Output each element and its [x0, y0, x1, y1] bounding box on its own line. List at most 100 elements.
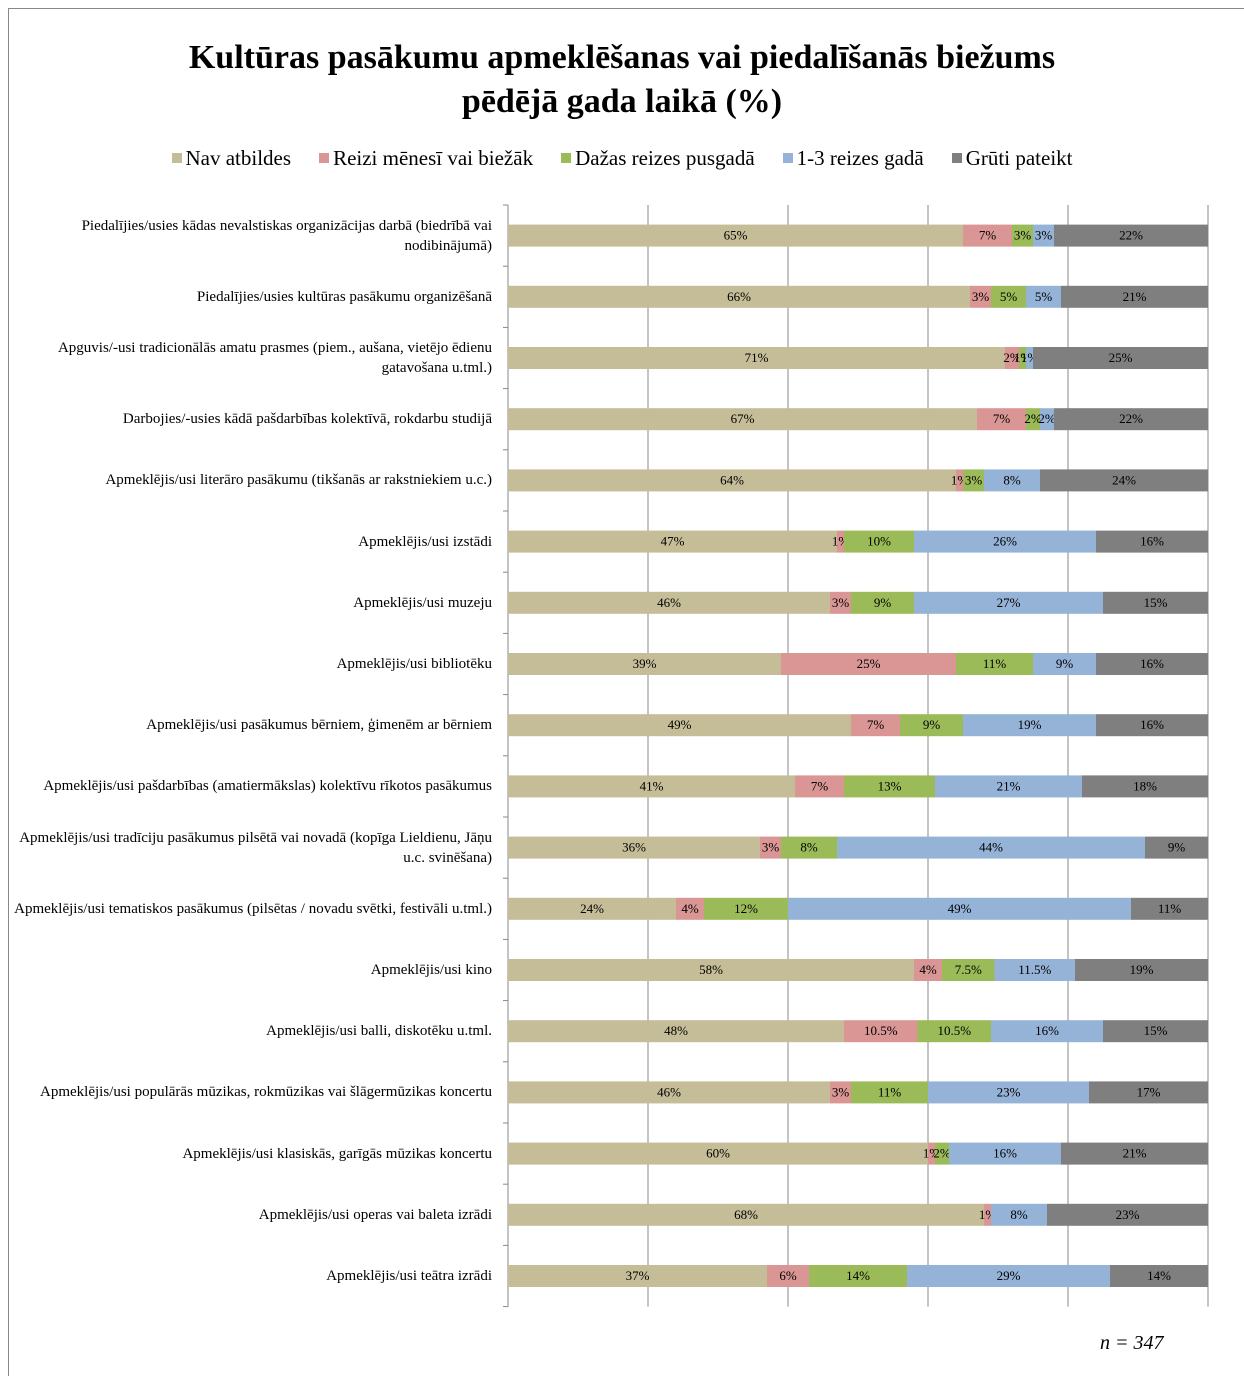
data-label: 22% [1119, 228, 1143, 243]
bar-segment [984, 469, 1040, 492]
legend: Nav atbildes Reizi mēnesī vai biežāk Dažas… [0, 146, 1244, 171]
frame [8, 8, 1244, 1376]
bar-segment [1096, 530, 1208, 553]
data-label: 15% [1144, 1023, 1168, 1038]
data-label: 66% [727, 289, 751, 304]
bar-segment [781, 836, 837, 859]
data-label: 36% [622, 840, 646, 855]
category-label: Apmeklējis/usi populārās mūzikas, rokmūz… [40, 1084, 492, 1101]
data-label: 4% [681, 901, 699, 916]
legend-swatch [951, 153, 962, 164]
bar-segment [508, 653, 781, 675]
data-label: 17% [1137, 1084, 1161, 1099]
bar-segment [1145, 836, 1208, 859]
category-label: Apmeklējis/usi pašdarbības (amatiermāksl… [43, 778, 492, 795]
data-label: 10.5% [864, 1023, 898, 1038]
bar-segment [1033, 347, 1208, 369]
bar-segment [984, 1203, 991, 1226]
bar-segment [917, 1020, 991, 1043]
data-label: 19% [1130, 962, 1154, 977]
bar-segment [935, 1142, 949, 1165]
data-label: 5% [1000, 289, 1018, 304]
data-label: 37% [626, 1268, 650, 1283]
data-label: 19% [1018, 717, 1042, 732]
bar-segment [991, 285, 1026, 308]
bar-segment [1054, 224, 1208, 247]
data-label: 3% [832, 595, 850, 610]
bar-segment [788, 897, 1131, 920]
data-label: 18% [1133, 778, 1157, 793]
data-label: 25% [1109, 350, 1133, 365]
bar-segment [830, 591, 851, 614]
bar-segment [956, 653, 1033, 675]
category-label: Piedalījies/usies kultūras pasākumu orga… [196, 288, 492, 305]
data-label: 24% [1112, 472, 1136, 487]
data-label: 14% [1147, 1268, 1171, 1283]
data-label: 8% [800, 840, 818, 855]
data-label: 2% [1038, 411, 1056, 426]
bar-segment [914, 591, 1103, 614]
legend-swatch [171, 153, 182, 164]
bar-segment [1061, 1142, 1208, 1165]
data-label: 64% [720, 472, 744, 487]
data-label: 9% [923, 717, 941, 732]
bar-segment [508, 469, 956, 492]
legend-swatch [319, 153, 330, 164]
data-label: 7.5% [955, 962, 982, 977]
legend-label: Grūti pateikt [965, 146, 1073, 170]
category-label: Darbojies/-usies kādā pašdarbības kolekt… [122, 411, 492, 428]
data-label: 13% [878, 778, 902, 793]
category-label: Apmeklējis/usi pasākumus bērniem, ģimenē… [146, 717, 492, 734]
data-label: 9% [874, 595, 892, 610]
data-label: 9% [1056, 656, 1074, 671]
category-label: Apmeklējis/usi balli, diskotēku u.tml. [266, 1023, 492, 1040]
bar-segment [508, 1203, 984, 1226]
data-label: 22% [1119, 411, 1143, 426]
data-label: 49% [948, 901, 972, 916]
category-label: Apmeklējis/usi muzeju [353, 594, 492, 611]
bar-segment [1089, 1081, 1208, 1104]
category-label: Apmeklējis/usi teātra izrādi [326, 1268, 492, 1284]
data-label: 11% [1158, 901, 1182, 916]
data-label: 7% [811, 778, 829, 793]
data-label: 14% [846, 1268, 870, 1283]
data-label: 12% [734, 901, 758, 916]
bar-segment [1040, 408, 1054, 431]
data-label: 39% [633, 656, 657, 671]
data-label: 16% [993, 1146, 1017, 1161]
category-label: Apmeklējis/usi literāro pasākumu (tikšan… [105, 472, 492, 489]
data-label: 26% [993, 534, 1017, 549]
category-label: Apmeklējis/usi izstādi [358, 533, 492, 550]
data-label: 3% [1035, 228, 1053, 243]
category-label: Apmeklējis/usi tradīciju pasākumus pilsē… [19, 829, 492, 866]
bar-segment [508, 714, 851, 737]
legend-label: 1-3 reizes gadā [796, 146, 924, 170]
bar-segment [956, 469, 963, 492]
data-label: 21% [1123, 289, 1147, 304]
category-label: Apmeklējis/usi klasiskās, garīgās mūzika… [182, 1145, 492, 1162]
data-label: 24% [580, 901, 604, 916]
bar-segment [844, 530, 914, 553]
data-label: 2% [1003, 350, 1021, 365]
data-label: 2% [933, 1146, 951, 1161]
data-label: 3% [832, 1084, 850, 1099]
legend-item: 1-3 reizes gadā [782, 146, 924, 171]
data-label: 7% [993, 411, 1011, 426]
bar-segment [676, 897, 704, 920]
data-label: 25% [857, 656, 881, 671]
data-label: 10% [867, 534, 891, 549]
legend-label: Reizi mēnesī vai biežāk [333, 146, 534, 170]
bar-segment [1082, 775, 1208, 798]
bar-segment [935, 775, 1082, 798]
legend-swatch [561, 153, 572, 164]
bar-segment [1103, 1020, 1208, 1043]
bar-segment [1096, 714, 1208, 737]
bar-segment [907, 1265, 1110, 1287]
data-label: 2% [1024, 411, 1042, 426]
data-label: 29% [997, 1268, 1021, 1283]
bar-segment [1040, 469, 1208, 492]
bar-segment [508, 1265, 767, 1287]
data-label: 21% [1123, 1146, 1147, 1161]
data-label: 16% [1140, 717, 1164, 732]
data-label: 21% [997, 778, 1021, 793]
